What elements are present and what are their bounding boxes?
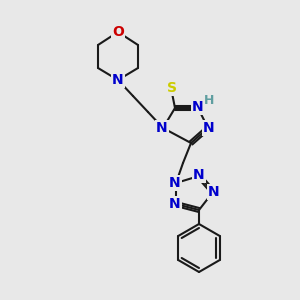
Text: O: O <box>112 25 124 39</box>
Text: N: N <box>156 121 168 135</box>
Text: N: N <box>203 121 215 135</box>
Text: N: N <box>112 73 124 87</box>
Text: H: H <box>204 94 214 107</box>
Text: N: N <box>169 176 181 190</box>
Text: N: N <box>169 197 181 211</box>
Text: N: N <box>193 168 205 182</box>
Text: N: N <box>192 100 204 114</box>
Text: S: S <box>167 81 177 95</box>
Text: N: N <box>208 185 220 199</box>
